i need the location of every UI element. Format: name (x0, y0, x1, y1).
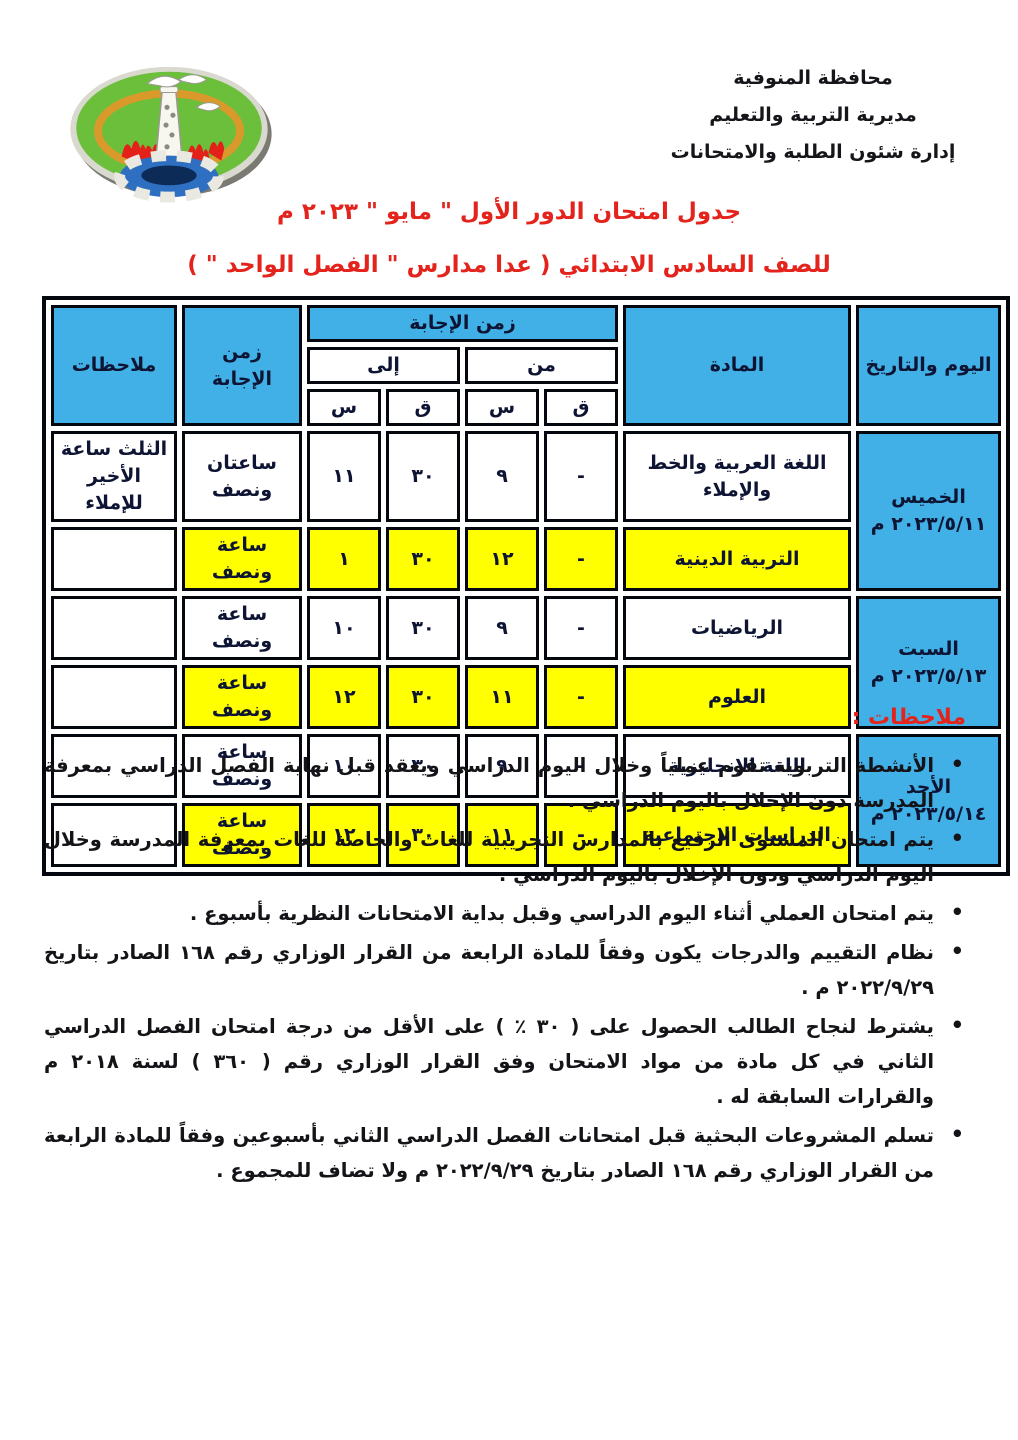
list-item: نظام التقييم والدرجات يكون وفقاً للمادة … (44, 934, 974, 1005)
note-cell (51, 596, 177, 660)
to-minutes-cell: ٣٠ (386, 596, 460, 660)
duration-cell: ساعة ونصف (182, 527, 302, 591)
org-line-governorate: محافظة المنوفية (733, 67, 893, 89)
from-minutes-cell: - (544, 431, 618, 522)
from-hours-cell: ٩ (465, 431, 539, 522)
list-item: يتم امتحان العملي أثناء اليوم الدراسي وق… (44, 895, 974, 931)
to-minutes-cell: ٣٠ (386, 527, 460, 591)
col-header-to-minutes: ق (386, 389, 460, 426)
table-row: العلوم - ١١ ٣٠ ١٢ ساعة ونصف (51, 665, 1001, 729)
org-header: محافظة المنوفية مديرية التربية والتعليم … (648, 60, 978, 171)
day-cell-thursday: الخميس ٢٠٢٣/٥/١١ م (856, 431, 1001, 591)
to-hours-cell: ١١ (307, 431, 381, 522)
to-hours-cell: ١ (307, 527, 381, 591)
to-minutes-cell: ٣٠ (386, 665, 460, 729)
subject-cell: التربية الدينية (623, 527, 851, 591)
table-row: الخميس ٢٠٢٣/٥/١١ م اللغة العربية والخط و… (51, 431, 1001, 591)
grade-subtitle: للصف السادس الابتدائي ( عدا مدارس " الفص… (187, 252, 831, 278)
col-header-duration: زمن الإجابة (182, 305, 302, 426)
from-hours-cell: ١٢ (465, 527, 539, 591)
col-header-answer-time-group: زمن الإجابة (307, 305, 618, 342)
note-cell (51, 665, 177, 729)
col-header-to-hours: س (307, 389, 381, 426)
list-item: تسلم المشروعات البحثية قبل امتحانات الفص… (44, 1117, 974, 1188)
to-hours-cell: ١٠ (307, 596, 381, 660)
col-header-from-minutes: ق (544, 389, 618, 426)
from-minutes-cell: - (544, 665, 618, 729)
notes-section-title: ملاحظات : (851, 705, 966, 730)
col-header-notes: ملاحظات (51, 305, 177, 426)
from-hours-cell: ٩ (465, 596, 539, 660)
col-header-day-date: اليوم والتاريخ (856, 305, 1001, 426)
from-hours-cell: ١١ (465, 665, 539, 729)
org-line-administration: إدارة شئون الطلبة والامتحانات (670, 141, 956, 163)
col-header-subject: المادة (623, 305, 851, 426)
duration-cell: ساعتان ونصف (182, 431, 302, 522)
list-item: يتم امتحان المستوى الرفيع بالمدارس التجر… (44, 821, 974, 892)
table-row: السبت ٢٠٢٣/٥/١٣ م الرياضيات - ٩ ٣٠ ١٠ سا… (51, 596, 1001, 729)
note-cell: الثلث ساعة الأخير للإملاء (51, 431, 177, 522)
org-line-directorate: مديرية التربية والتعليم (709, 104, 917, 126)
from-minutes-cell: - (544, 527, 618, 591)
subject-cell: اللغة العربية والخط والإملاء (623, 431, 851, 522)
note-cell (51, 527, 177, 591)
exam-schedule-title: جدول امتحان الدور الأول " مايو " ٢٠٢٣ م (276, 199, 742, 225)
col-header-from: من (465, 347, 618, 384)
to-hours-cell: ١٢ (307, 665, 381, 729)
governorate-emblem-icon (70, 66, 272, 203)
list-item: يشترط لنجاح الطالب الحصول على ( ٣٠ ٪ ) ع… (44, 1008, 974, 1114)
col-header-from-hours: س (465, 389, 539, 426)
notes-list: الأنشطة التربوية تقوم عملياً وخلال اليوم… (44, 747, 974, 1192)
duration-cell: ساعة ونصف (182, 596, 302, 660)
col-header-to: إلى (307, 347, 460, 384)
to-minutes-cell: ٣٠ (386, 431, 460, 522)
from-minutes-cell: - (544, 596, 618, 660)
subject-cell: الرياضيات (623, 596, 851, 660)
duration-cell: ساعة ونصف (182, 665, 302, 729)
list-item: الأنشطة التربوية تقوم عملياً وخلال اليوم… (44, 747, 974, 818)
exam-schedule-table: اليوم والتاريخ المادة زمن الإجابة زمن ال… (42, 296, 1010, 876)
subject-cell: العلوم (623, 665, 851, 729)
table-row: التربية الدينية - ١٢ ٣٠ ١ ساعة ونصف (51, 527, 1001, 591)
day-cell-saturday: السبت ٢٠٢٣/٥/١٣ م (856, 596, 1001, 729)
